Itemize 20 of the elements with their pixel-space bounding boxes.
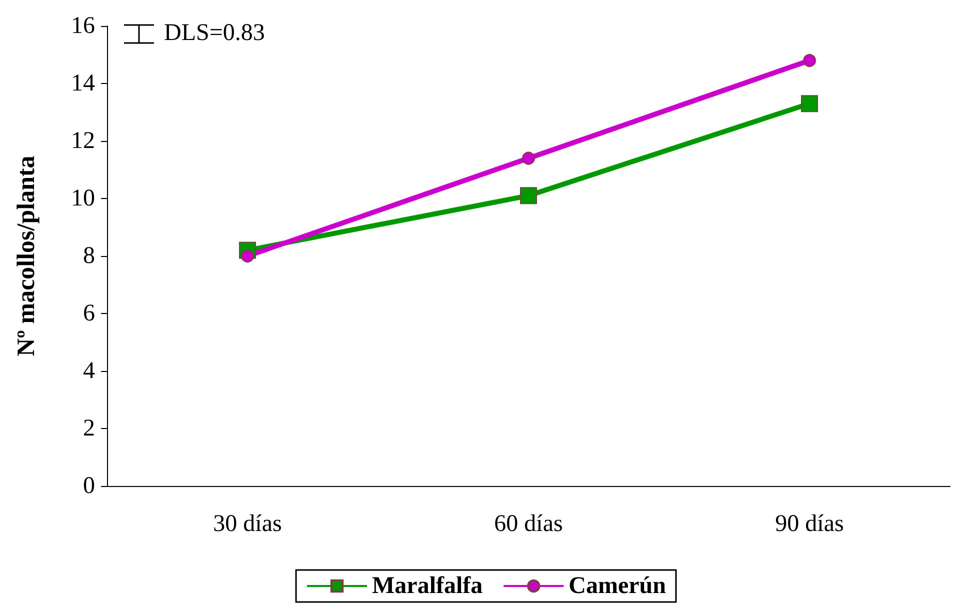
x-tick-label: 90 días [775, 511, 844, 537]
y-tick-label: 16 [71, 13, 95, 39]
y-tick-label: 12 [71, 128, 95, 154]
y-tick-label: 8 [83, 243, 95, 269]
point [522, 152, 535, 165]
annotation: DLS=0.83 [164, 20, 265, 47]
y-tick-label: 14 [71, 70, 95, 96]
x-tick-label: 60 días [494, 511, 563, 537]
y-tick-label: 6 [83, 300, 95, 326]
y-tick-label: 0 [83, 473, 95, 499]
point [520, 187, 537, 204]
legend-label: Camerún [568, 573, 666, 599]
point [803, 54, 816, 67]
y-tick-label: 4 [83, 358, 95, 384]
y-tick-label: 2 [83, 416, 95, 442]
point [801, 95, 818, 112]
legend-label: Maralfalfa [372, 573, 483, 599]
y-tick-label: 10 [71, 186, 95, 212]
x-tick-label: 30 días [213, 511, 282, 537]
y-axis-title: Nº macollos/planta [13, 155, 40, 356]
